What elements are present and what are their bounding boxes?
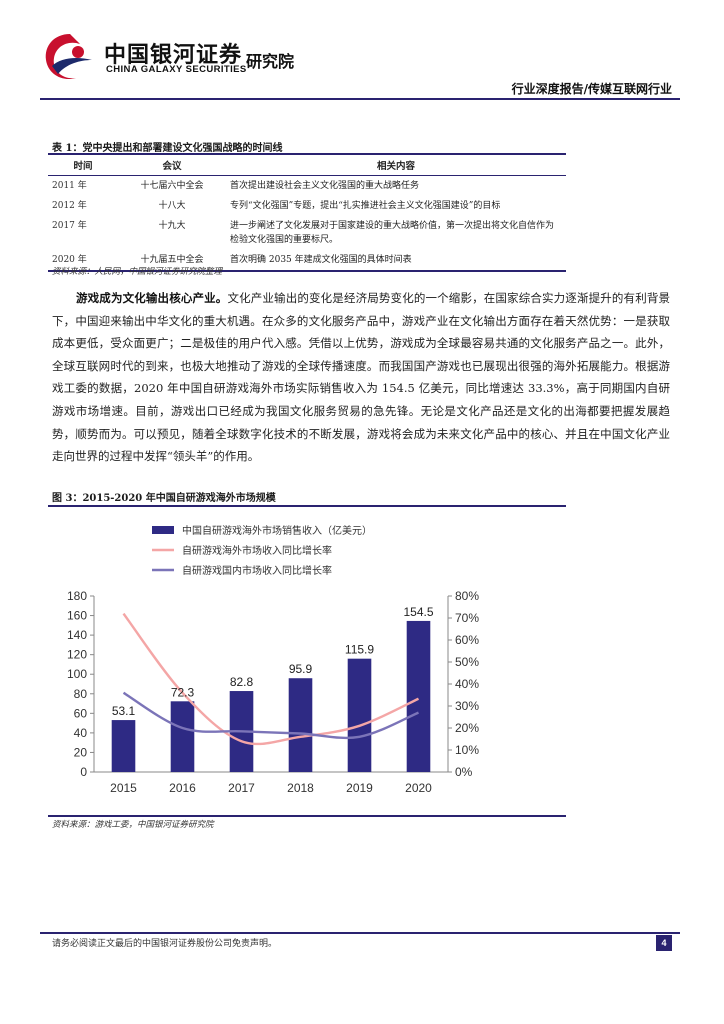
table-row: 2011 年 十七届六中全会 首次提出建设社会主义文化强国的重大战略任务 (48, 176, 566, 197)
bar-revenue (347, 658, 372, 772)
line-domestic-growth (122, 691, 419, 740)
table-row: 2017 年 十九大 进一步阐述了文化发展对于国家建设的重大战略价值，第一次提出… (48, 216, 566, 250)
table-source: 资料来源：人民网，中国银河证券研究院整理 (52, 267, 223, 277)
footer-disclaimer: 请务必阅读正文最后的中国银河证券股份公司免责声明。 (52, 939, 278, 949)
left-axis-tick-label: 60 (74, 706, 88, 720)
x-axis-tick-label: 2019 (346, 781, 373, 795)
galaxy-logo-icon (45, 34, 92, 80)
right-axis-tick-label: 80% (455, 589, 479, 603)
figure-caption: 图 3：2015-2020 年中国自研游戏海外市场规模 (52, 493, 276, 504)
bar-data-label: 53.1 (112, 704, 136, 718)
footer-divider (40, 932, 680, 934)
bar-data-label: 72.3 (171, 685, 195, 699)
x-axis-tick-label: 2015 (110, 781, 137, 795)
brand-name-cn: 中国银河证券 (104, 43, 243, 68)
paragraph-lead: 游戏成为文化输出核心产业。 (76, 291, 228, 305)
bar-data-label: 154.5 (403, 605, 433, 619)
x-axis-tick-label: 2017 (228, 781, 255, 795)
x-axis-tick-label: 2016 (169, 781, 196, 795)
x-axis-tick-label: 2020 (405, 781, 432, 795)
bar-revenue (170, 701, 195, 772)
bar-data-label: 82.8 (230, 675, 254, 689)
table-cell-content: 首次提出建设社会主义文化强国的重大战略任务 (230, 181, 420, 191)
table-header-year: 时间 (48, 153, 118, 176)
table-header-content: 相关内容 (226, 153, 566, 176)
left-axis-tick-label: 180 (67, 589, 87, 603)
figure-top-rule (48, 505, 566, 507)
right-axis-tick-label: 70% (455, 611, 479, 625)
line-overseas-growth (122, 612, 420, 746)
table-row: 2012 年 十八大 专列“文化强国”专题，提出“扎实推进社会主义文化强国建设”… (48, 196, 566, 216)
left-axis-tick-label: 80 (74, 687, 88, 701)
bar-revenue (111, 720, 136, 772)
bar-data-label: 115.9 (345, 643, 374, 657)
chart-lines (122, 612, 420, 746)
chart-axes: 0 20 40 60 80 100 120 140 160 180 0% 10% 20% 30% 40% 50… (67, 589, 479, 795)
table-row: 2020 年 十九届五中全会 首次明确 2035 年建成文化强国的具体时间表 (48, 250, 566, 272)
page-number: 4 (656, 935, 672, 951)
right-axis-tick-label: 40% (455, 677, 479, 691)
table-cell-content: 首次明确 2035 年建成文化强国的具体时间表 (226, 250, 566, 272)
bar-revenue (406, 620, 431, 772)
paragraph-body: 文化产业输出的变化是经济局势变化的一个缩影，在国家综合实力逐渐提升的有利背景下，… (52, 291, 670, 464)
table-cell-meeting: 十七届六中全会 (140, 181, 204, 191)
right-axis-tick-label: 30% (455, 699, 479, 713)
legend-label: 中国自研游戏海外市场销售收入（亿美元） (182, 524, 372, 537)
report-type: 行业深度报告/传媒互联网行业 (511, 82, 672, 96)
table-header-meeting: 会议 (118, 153, 226, 176)
legend-swatch-bar (152, 526, 174, 534)
chart-bars (111, 620, 431, 772)
left-axis-tick-label: 20 (74, 745, 88, 759)
x-axis-tick-label: 2018 (287, 781, 314, 795)
brand-name-en: CHINA GALAXY SECURITIES (106, 64, 247, 75)
left-axis-tick-label: 160 (67, 609, 87, 623)
overseas-revenue-chart: 中国自研游戏海外市场销售收入（亿美元） 自研游戏海外市场收入同比增长率自研游戏国内… (67, 524, 479, 795)
left-axis-tick-label: 120 (67, 648, 87, 662)
table-cell-year: 2011 年 (52, 181, 87, 191)
table-cell-meeting: 十九大 (158, 221, 186, 231)
bar-data-label: 95.9 (289, 662, 313, 676)
table-cell-meeting: 十九届五中全会 (118, 250, 226, 272)
table-cell-content: 进一步阐述了文化发展对于国家建设的重大战略价值，第一次提出将文化自信作为检验文化… (230, 221, 555, 245)
figure-source: 资料来源：游戏工委，中国银河证券研究院 (52, 820, 214, 830)
legend-label: 自研游戏海外市场收入同比增长率 (182, 544, 332, 557)
right-axis-tick-label: 50% (455, 655, 479, 669)
left-axis-tick-label: 40 (74, 726, 88, 740)
right-axis-tick-label: 0% (455, 765, 473, 779)
body-paragraph: 游戏成为文化输出核心产业。文化产业输出的变化是经济局势变化的一个缩影，在国家综合… (52, 287, 670, 468)
table-cell-year: 2020 年 (48, 250, 118, 272)
right-axis-tick-label: 10% (455, 743, 479, 757)
timeline-table: 时间 会议 相关内容 2011 年 十七届六中全会 首次提出建设社会主义文化强国… (48, 153, 566, 272)
chart-legend: 中国自研游戏海外市场销售收入（亿美元） 自研游戏海外市场收入同比增长率自研游戏国内… (152, 524, 372, 577)
bar-revenue (288, 678, 313, 772)
table-cell-content: 专列“文化强国”专题，提出“扎实推进社会主义文化强国建设”的目标 (230, 201, 501, 211)
table-cell-year: 2017 年 (52, 221, 87, 231)
figure-bottom-rule (48, 815, 566, 817)
table-cell-meeting: 十八大 (158, 201, 186, 211)
chart-labels: 53.1 72.3 82.8 95.9 115.9 154.5 (112, 605, 434, 718)
right-axis-tick-label: 20% (455, 721, 479, 735)
header-divider (40, 98, 680, 100)
table-caption: 表 1：党中央提出和部署建设文化强国战略的时间线 (52, 143, 283, 154)
left-axis-tick-label: 100 (67, 667, 87, 681)
legend-label: 自研游戏国内市场收入同比增长率 (182, 564, 332, 577)
table-cell-year: 2012 年 (52, 201, 87, 211)
brand-institute: 研究院 (246, 52, 295, 71)
left-axis-tick-label: 0 (80, 765, 87, 779)
right-axis-tick-label: 60% (455, 633, 479, 647)
left-axis-tick-label: 140 (67, 628, 87, 642)
